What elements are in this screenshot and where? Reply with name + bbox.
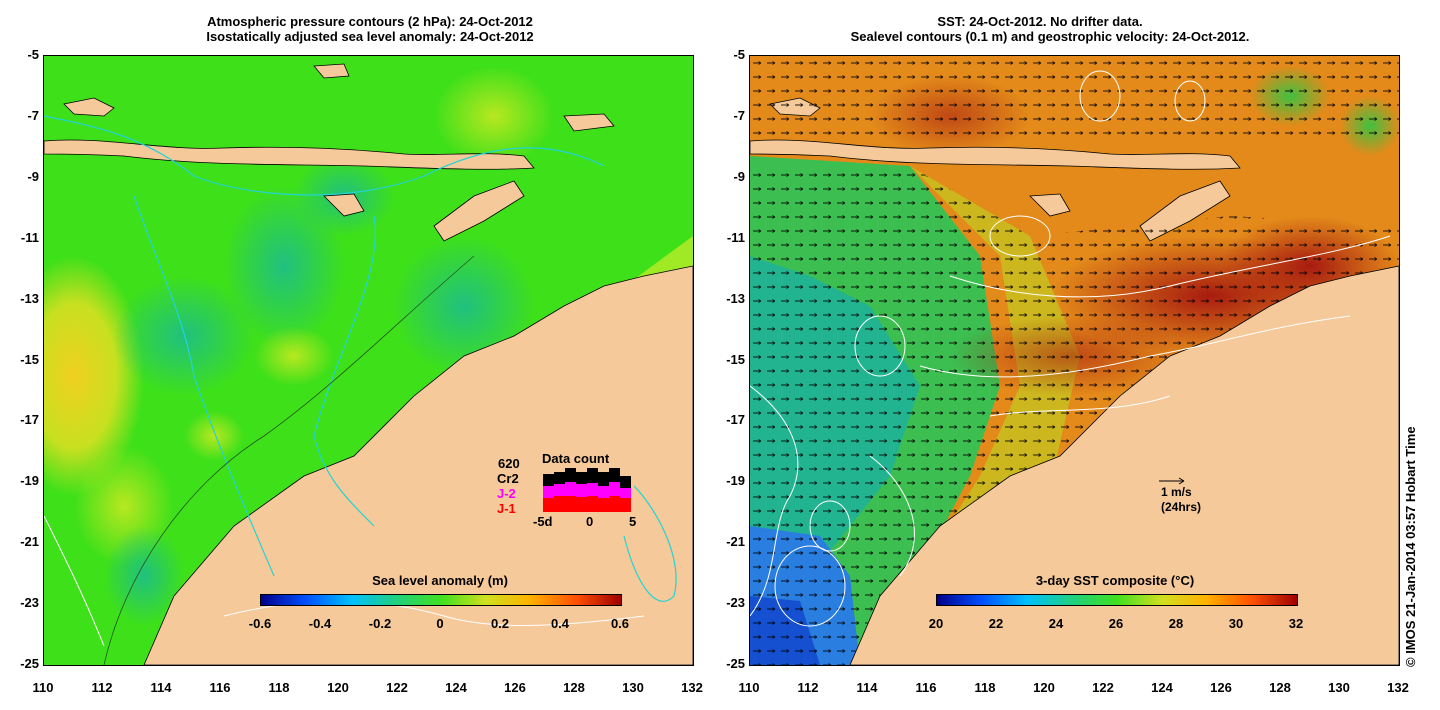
velocity-scale-sublabel: (24hrs) [1161,500,1202,514]
sla-colorbar [260,594,622,606]
sea-level-anomaly-map [43,55,694,666]
lat-tick-label: -25 [726,656,745,671]
sla-colorbar-tick: -0.2 [368,616,392,631]
sst-colorbar-title: 3-day SST composite (°C) [1035,573,1195,588]
lat-tick-label: -9 [733,168,745,184]
data-count-sat-j1: J-1 [497,501,516,516]
sla-colorbar-tick: 0.2 [490,616,510,631]
sst-colorbar-tick: 26 [1108,616,1124,631]
lat-tick-label: -15 [726,351,745,367]
sst-colorbar-tick: 32 [1288,616,1304,631]
lon-tick-label: 126 [1210,680,1232,695]
lon-tick-label: 132 [681,680,703,695]
sst-map [749,55,1400,666]
lat-tick-label: -19 [20,473,39,489]
lon-tick-label: 124 [445,680,467,695]
lat-tick-label: -21 [726,534,745,550]
data-count-sat-cr2: Cr2 [497,471,519,486]
lon-tick-label: 126 [504,680,526,695]
lon-tick-label: 132 [1387,680,1409,695]
lat-tick-label: -7 [733,107,745,123]
lat-tick-label: -5 [27,47,39,62]
lon-tick-label: 116 [209,680,231,695]
velocity-scale-arrow [1159,477,1185,485]
lat-tick-label: -11 [726,229,745,245]
lon-tick-label: 120 [1033,680,1055,695]
lon-tick-label: 118 [268,680,290,695]
lon-tick-label: 110 [738,680,760,695]
sst-colorbar-tick: 24 [1048,616,1064,631]
lat-tick-label: -7 [27,107,39,123]
lon-tick-label: 128 [563,680,585,695]
lat-tick-label: -21 [20,534,39,550]
lat-tick-label: -9 [27,168,39,184]
lon-tick-label: 130 [1328,680,1350,695]
lon-tick-label: 130 [622,680,644,695]
data-count-axis-tick: 5 [629,514,637,529]
sla-colorbar-title: Sea level anomaly (m) [372,573,508,588]
sst-colorbar-tick: 20 [928,616,944,631]
lat-tick-label: -17 [20,412,39,428]
left-title-line1: Atmospheric pressure contours (2 hPa): 2… [207,14,533,29]
data-count-total: 620 [498,456,520,471]
sst-colorbar-tick: 28 [1168,616,1184,631]
lon-tick-label: 124 [1151,680,1173,695]
lon-tick-label: 112 [797,680,819,695]
lat-tick-label: -17 [726,412,745,428]
lon-tick-label: 110 [32,680,54,695]
lon-tick-label: 118 [974,680,996,695]
right-title-line1: SST: 24-Oct-2012. No drifter data. [937,14,1143,29]
lon-tick-label: 114 [856,680,878,695]
data-count-axis-tick: 0 [586,514,594,529]
lat-tick-label: -23 [726,595,745,611]
left-title-line2: Isostatically adjusted sea level anomaly… [206,29,534,44]
sla-colorbar-tick: -0.4 [308,616,332,631]
sst-colorbar-tick: 22 [988,616,1004,631]
lat-tick-label: -23 [20,595,39,611]
lat-tick-label: -5 [733,47,745,62]
sst-colorbar [936,594,1298,606]
sla-colorbar-tick: 0.6 [610,616,630,631]
sst-colorbar-tick: 30 [1228,616,1244,631]
lon-tick-label: 122 [386,680,408,695]
lon-tick-label: 112 [91,680,113,695]
data-count-title: Data count [542,451,610,466]
lat-tick-label: -19 [726,473,745,489]
lat-tick-label: -25 [20,656,39,671]
data-count-axis-tick: -5d [533,514,553,529]
lon-tick-label: 120 [327,680,349,695]
credit-text: © IMOS 21-Jan-2014 03:57 Hobart Time [1403,426,1418,667]
lon-tick-label: 116 [915,680,937,695]
sla-colorbar-tick: 0 [436,616,444,631]
data-count-sat-j2: J-2 [497,486,516,501]
velocity-scale-label: 1 m/s [1161,485,1192,499]
lat-tick-label: -13 [726,290,745,306]
lat-tick-label: -15 [20,351,39,367]
sla-colorbar-tick: 0.4 [550,616,570,631]
lon-tick-label: 114 [150,680,172,695]
right-title-line2: Sealevel contours (0.1 m) and geostrophi… [850,29,1250,44]
data-count-histogram [543,468,631,512]
sla-colorbar-tick: -0.6 [248,616,272,631]
lat-tick-label: -13 [20,290,39,306]
lon-tick-label: 122 [1092,680,1114,695]
lon-tick-label: 128 [1269,680,1291,695]
lat-tick-label: -11 [20,229,39,245]
